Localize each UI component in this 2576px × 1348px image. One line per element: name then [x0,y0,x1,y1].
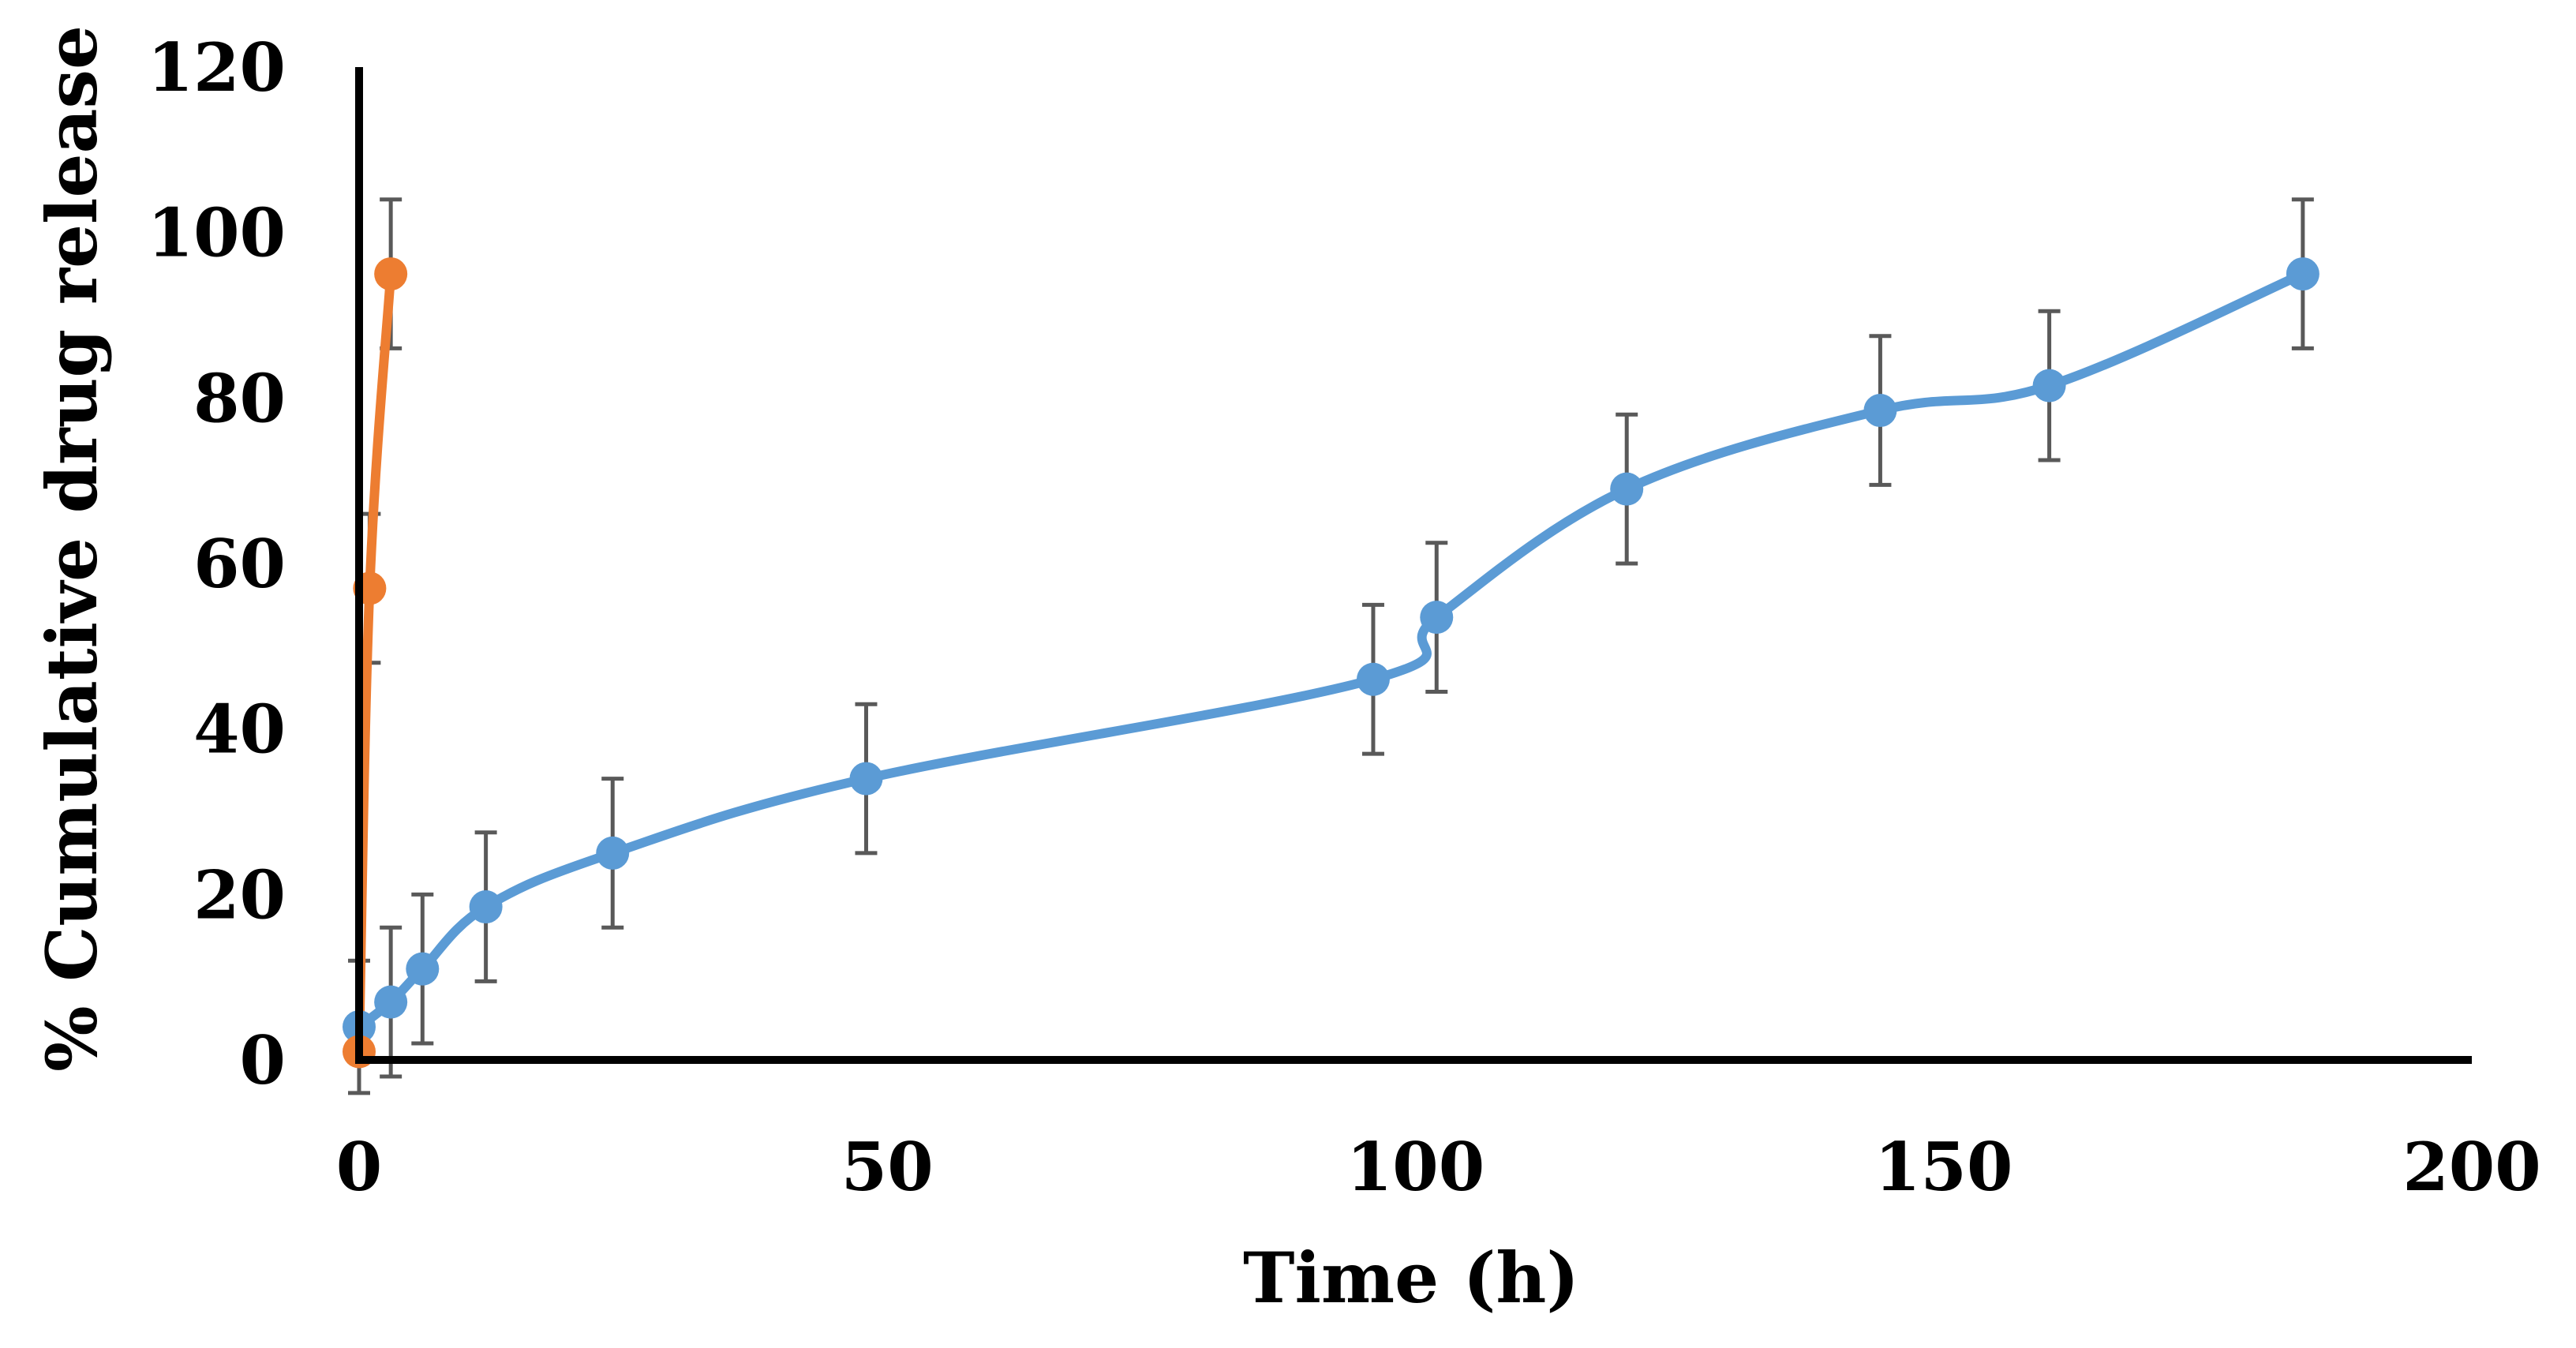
data-point [596,836,630,870]
data-point [2286,257,2320,291]
y-tick-label: 60 [193,525,286,603]
y-tick-label: 20 [193,856,286,934]
data-point [849,762,883,796]
data-point [1610,472,1644,506]
x-tick-label: 150 [1874,1128,2012,1206]
x-tick-label: 50 [841,1128,934,1206]
error-bars [348,197,2314,1095]
x-axis-title: Time (h) [1243,1237,1579,1319]
y-axis-title: % Cumulative drug release [31,25,113,1072]
x-tick-label: 200 [2402,1128,2540,1206]
data-point [2032,369,2066,403]
data-points [343,257,2320,1069]
x-tick-label: 100 [1346,1128,1485,1206]
data-point [469,890,503,924]
y-tick-label: 40 [193,691,286,769]
data-point [406,952,440,986]
x-tick-label: 0 [336,1128,382,1206]
tick-labels: 0 50 100 150 200 0 20 40 60 80 100 120 [148,28,2541,1206]
data-point [374,985,408,1019]
series-lines [354,269,2308,1057]
data-point [374,257,408,291]
axes [355,67,2472,1064]
series-line-1 [354,269,2308,1032]
data-point [1356,662,1390,696]
y-tick-label: 80 [193,359,286,437]
y-tick-label: 120 [148,28,286,107]
y-tick-label: 100 [148,194,286,272]
data-point [1420,601,1454,635]
data-point [1863,394,1897,428]
y-tick-label: 0 [240,1021,286,1099]
